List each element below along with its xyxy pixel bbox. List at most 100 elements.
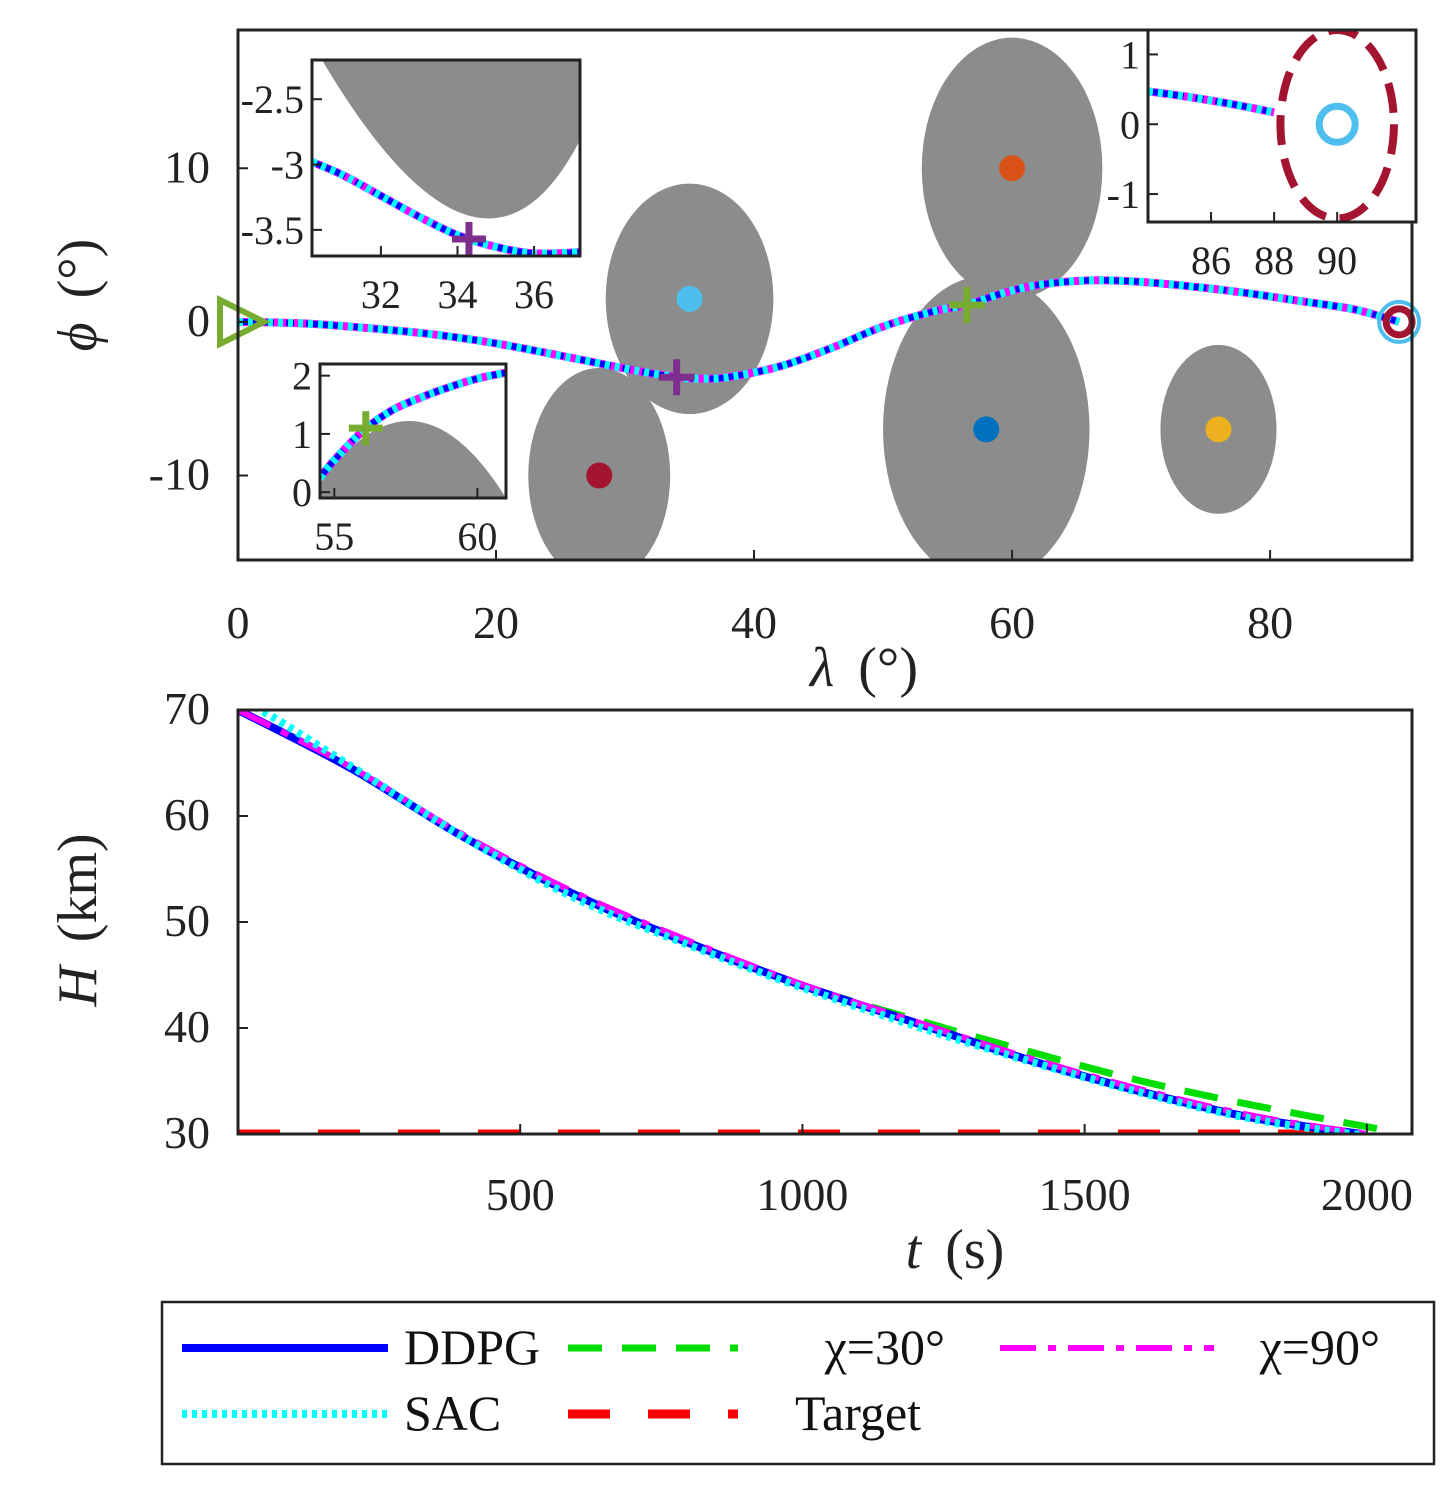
altitude-xlabel: t (s) [906, 1219, 1005, 1281]
inset-goal-ellipse [1276, 30, 1398, 222]
inset-sac-line [312, 158, 580, 256]
inset-left-top-xtick-label: 34 [437, 272, 477, 317]
waypoint-plus-marker [948, 286, 985, 323]
trajectory-plot-frame [236, 28, 1414, 562]
no-fly-zones [528, 37, 1277, 560]
inset-right: 86 88 90 1 0 -1 [1107, 28, 1418, 283]
trajectory-ytick-label: 10 [164, 141, 210, 192]
inset-ddpg-line [320, 369, 506, 480]
inset-right-xtick-label: 88 [1254, 238, 1294, 283]
trajectory-ylabel: ϕ (°) [47, 239, 109, 352]
inset-right-ytick-label: -1 [1107, 172, 1140, 217]
altitude-ytick-label: 40 [164, 1001, 210, 1052]
altitude-xlabel-symbol: t [906, 1219, 923, 1281]
altitude-ytick-label: 60 [164, 789, 210, 840]
inset-left-bottom-xtick-label: 60 [457, 514, 497, 559]
inset-frame [1146, 28, 1418, 224]
no-fly-zone-center [999, 155, 1026, 182]
zoom-insets: 32 34 36 -2.5 -3 -3.5 55 60 2 1 0 86 88 90 1 0 -1 [241, 28, 1418, 559]
inset-left-bottom: 55 60 2 1 0 [292, 354, 508, 559]
no-fly-zone-center [973, 416, 1000, 443]
inset-right-ytick-label: 1 [1120, 32, 1140, 77]
legend-label: DDPG [404, 1319, 540, 1375]
legend-label: χ=90° [1259, 1319, 1380, 1375]
inset-frame [310, 58, 582, 258]
inset-right-xtick-label: 90 [1317, 238, 1357, 283]
trajectory-xlabel: λ (°) [808, 637, 918, 699]
inset-no-fly-zone [322, 60, 580, 219]
inset-left-bottom-ytick-label: 0 [292, 470, 312, 515]
inset-sac-line [320, 368, 506, 481]
trajectory-lines [238, 276, 1401, 383]
altitude-lines [238, 710, 1396, 1134]
inset-frame [318, 362, 508, 500]
altitude-xtick-label: 500 [486, 1169, 555, 1220]
altitude-plot: 500 1000 1500 2000 70 60 50 40 30 t (s) H (km) [47, 683, 1414, 1281]
altitude-ytick-label: 30 [164, 1107, 210, 1158]
legend-entry: DDPG [182, 1319, 540, 1375]
trajectory-xtick-label: 60 [989, 597, 1035, 648]
start-marker [217, 295, 271, 349]
inset-plus-marker [451, 222, 486, 257]
altitude-ytick-label: 70 [164, 683, 210, 734]
trajectory-axis-ticks: 0 20 40 60 80 -10 0 10 [149, 141, 1293, 648]
legend-label: χ=30° [824, 1319, 945, 1375]
inset-left-top: 32 34 36 -2.5 -3 -3.5 [241, 58, 582, 317]
altitude-ytick-label: 50 [164, 895, 210, 946]
trajectory-xtick-label: 40 [731, 597, 777, 648]
inset-left-top-ytick-label: -2.5 [241, 77, 304, 122]
legend-label: Target [795, 1385, 921, 1441]
inset-plus-marker [348, 411, 383, 446]
altitude-series-line [238, 710, 1396, 1134]
inset-left-top-xtick-label: 32 [361, 272, 401, 317]
trajectory-sac-line [238, 276, 1401, 383]
inset-sac-line [1148, 87, 1275, 117]
waypoint-plus-marker [658, 359, 695, 396]
legend-entry: Target [568, 1385, 921, 1441]
trajectory-ytick-label: 0 [187, 295, 210, 346]
no-fly-zone-center [1205, 416, 1232, 443]
inset-left-top-ytick-label: -3.5 [241, 208, 304, 253]
inset-left-bottom-ytick-label: 1 [292, 412, 312, 457]
goal-outer-ring [1377, 299, 1422, 344]
legend-entry: χ=30° [568, 1319, 945, 1375]
legend: DDPG χ=30° χ=90° SAC Target [160, 1300, 1436, 1466]
trajectory-ylabel-symbol: ϕ [47, 322, 109, 351]
trajectory-xlabel-symbol: λ [808, 637, 834, 699]
altitude-series-line [238, 710, 1362, 1134]
trajectory-markers [217, 286, 1422, 396]
no-fly-zone-center [586, 462, 613, 489]
inset-plot-area [312, 60, 580, 256]
inset-left-top-ytick-label: -3 [271, 143, 304, 188]
altitude-ylabel: H (km) [47, 833, 109, 1007]
inset-right-xtick-label: 86 [1191, 238, 1231, 283]
altitude-axis-ticks: 500 1000 1500 2000 70 60 50 40 30 [164, 683, 1413, 1220]
trajectory-xtick-label: 20 [473, 597, 519, 648]
legend-box [160, 1300, 1436, 1466]
inset-target-circle [1315, 102, 1359, 146]
inset-left-bottom-xtick-label: 55 [314, 514, 354, 559]
altitude-series-line [238, 710, 1368, 1134]
legend-entry: χ=90° [1000, 1319, 1380, 1375]
trajectory-ytick-label: -10 [149, 449, 210, 500]
inset-left-bottom-ytick-label: 2 [292, 354, 312, 399]
altitude-xtick-label: 2000 [1321, 1169, 1413, 1220]
legend-entry: SAC [182, 1385, 501, 1441]
inset-right-ytick-label: 0 [1120, 102, 1140, 147]
inset-left-top-xtick-label: 36 [514, 272, 554, 317]
legend-items: DDPG χ=30° χ=90° SAC Target [182, 1319, 1380, 1441]
no-fly-zone-center [676, 285, 703, 312]
trajectory-ylabel-unit: (°) [47, 239, 109, 299]
trajectory-xlabel-unit: (°) [858, 637, 918, 699]
altitude-ylabel-unit: (km) [47, 833, 109, 942]
altitude-series-line [238, 710, 1368, 1134]
altitude-xtick-label: 1500 [1039, 1169, 1131, 1220]
trajectory-xtick-label: 80 [1247, 597, 1293, 648]
altitude-ylabel-symbol: H [47, 964, 109, 1008]
legend-label: SAC [404, 1385, 501, 1441]
altitude-plot-frame [236, 708, 1414, 1136]
inset-plot-area [1148, 30, 1398, 222]
altitude-xtick-label: 1000 [756, 1169, 848, 1220]
